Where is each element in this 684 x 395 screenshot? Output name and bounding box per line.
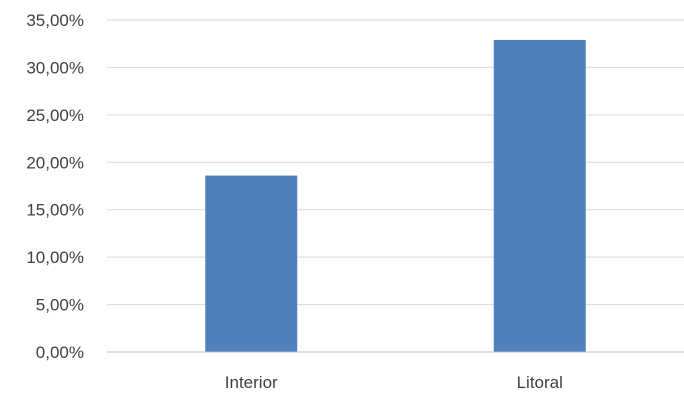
bar-interior [205, 175, 298, 352]
y-tick-label: 20,00% [26, 153, 84, 172]
y-tick-label: 10,00% [26, 248, 84, 267]
y-axis-tick-labels: 0,00% 5,00% 10,00% 15,00% 20,00% 25,00% 30,00%… [26, 11, 84, 362]
y-tick-label: 35,00% [26, 11, 84, 30]
x-axis-category-labels: Interior Litoral [225, 373, 563, 392]
y-tick-label: 0,00% [36, 343, 84, 362]
y-tick-label: 25,00% [26, 106, 84, 125]
gridlines [107, 19, 684, 306]
y-tick-label: 30,00% [26, 58, 84, 77]
bar-litoral [493, 39, 586, 353]
x-category-label: Litoral [517, 373, 563, 392]
y-tick-label: 5,00% [36, 296, 84, 315]
bars [205, 39, 586, 353]
y-tick-label: 15,00% [26, 201, 84, 220]
x-category-label: Interior [225, 373, 278, 392]
